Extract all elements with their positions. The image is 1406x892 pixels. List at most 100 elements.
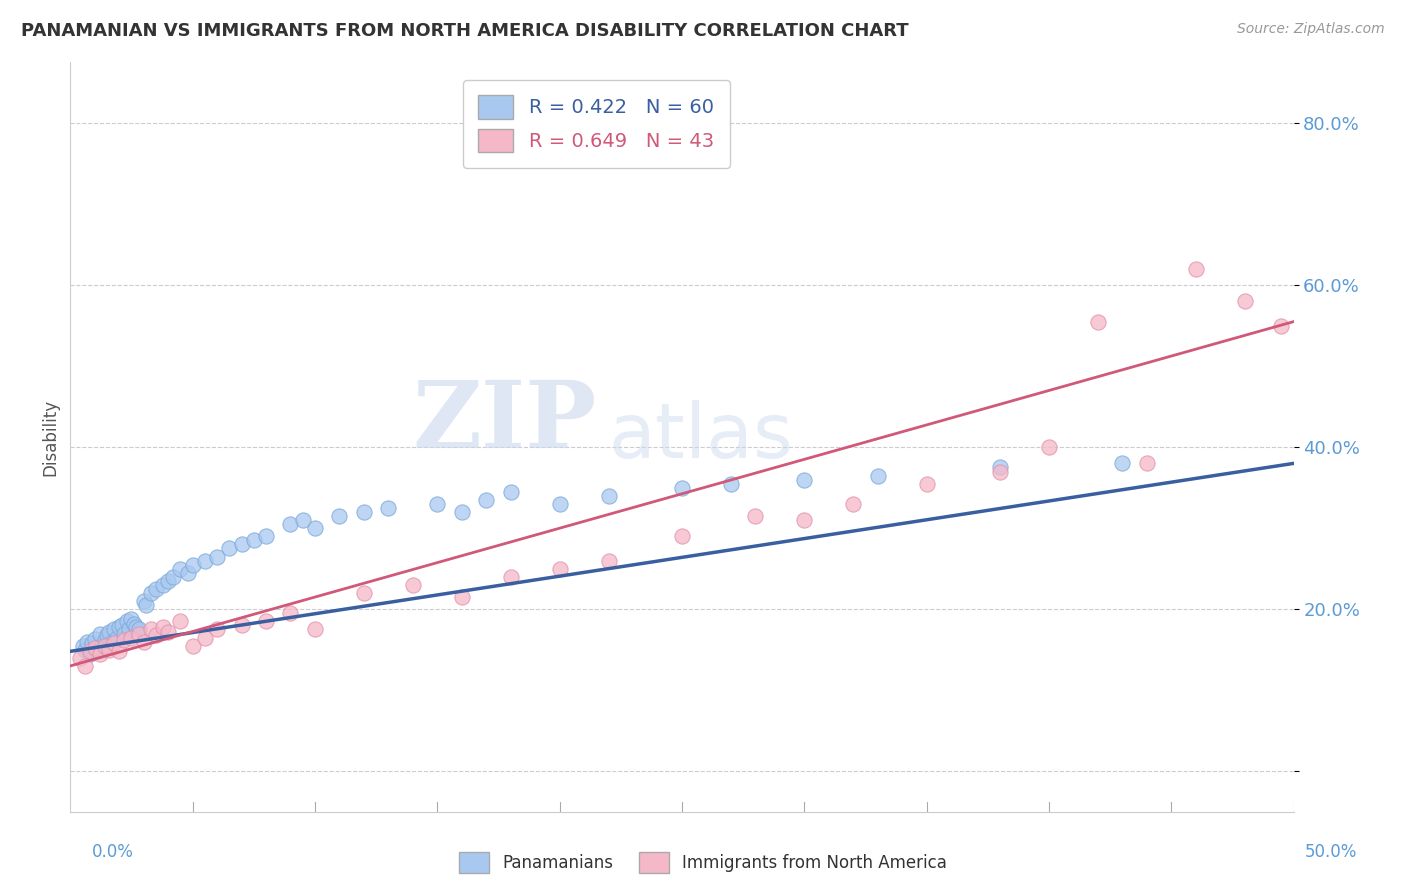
Point	[91, 639, 114, 653]
Point	[108, 644, 131, 658]
Point	[231, 618, 253, 632]
Legend: Panamanians, Immigrants from North America: Panamanians, Immigrants from North Ameri…	[453, 846, 953, 880]
Point	[194, 553, 217, 567]
Point	[254, 615, 277, 629]
Point	[793, 513, 815, 527]
Point	[744, 509, 766, 524]
Point	[548, 497, 571, 511]
Point	[177, 566, 200, 580]
Point	[181, 558, 204, 572]
Point	[125, 620, 148, 634]
Point	[98, 642, 121, 657]
Point	[1270, 318, 1292, 333]
Point	[73, 642, 96, 657]
Point	[98, 624, 121, 639]
Point	[793, 473, 815, 487]
Point	[254, 529, 277, 543]
Point	[169, 562, 191, 576]
Point	[103, 636, 125, 650]
Text: PANAMANIAN VS IMMIGRANTS FROM NORTH AMERICA DISABILITY CORRELATION CHART: PANAMANIAN VS IMMIGRANTS FROM NORTH AMER…	[21, 22, 908, 40]
Point	[291, 513, 314, 527]
Point	[121, 631, 143, 645]
Point	[93, 639, 115, 653]
Point	[1233, 294, 1256, 309]
Point	[304, 521, 326, 535]
Point	[69, 650, 91, 665]
Point	[499, 484, 522, 499]
Point	[475, 492, 498, 507]
Point	[353, 586, 375, 600]
Point	[79, 647, 101, 661]
Point	[181, 639, 204, 653]
Point	[671, 481, 693, 495]
Point	[280, 517, 302, 532]
Text: Source: ZipAtlas.com: Source: ZipAtlas.com	[1237, 22, 1385, 37]
Legend: R = 0.422   N = 60, R = 0.649   N = 43: R = 0.422 N = 60, R = 0.649 N = 43	[463, 79, 730, 168]
Point	[132, 634, 155, 648]
Text: ZIP: ZIP	[412, 377, 596, 467]
Point	[842, 497, 865, 511]
Text: 0.0%: 0.0%	[91, 843, 134, 861]
Point	[243, 533, 266, 548]
Point	[83, 641, 105, 656]
Point	[128, 623, 150, 637]
Point	[218, 541, 240, 556]
Point	[988, 460, 1011, 475]
Point	[169, 615, 191, 629]
Point	[122, 616, 145, 631]
Point	[83, 641, 105, 656]
Point	[135, 598, 157, 612]
Text: 50.0%: 50.0%	[1305, 843, 1357, 861]
Point	[111, 618, 134, 632]
Point	[499, 570, 522, 584]
Point	[101, 634, 124, 648]
Point	[79, 644, 101, 658]
Point	[162, 570, 184, 584]
Point	[152, 620, 174, 634]
Point	[132, 594, 155, 608]
Point	[98, 639, 121, 653]
Point	[82, 636, 104, 650]
Point	[205, 623, 228, 637]
Point	[139, 623, 162, 637]
Point	[83, 632, 105, 647]
Point	[377, 500, 399, 515]
Point	[108, 620, 131, 634]
Point	[548, 562, 571, 576]
Point	[157, 624, 180, 639]
Point	[145, 582, 167, 596]
Point	[105, 631, 128, 645]
Point	[280, 607, 302, 621]
Point	[1136, 457, 1159, 471]
Point	[1038, 440, 1060, 454]
Point	[598, 489, 620, 503]
Point	[1111, 457, 1133, 471]
Point	[426, 497, 449, 511]
Point	[1184, 262, 1206, 277]
Point	[450, 590, 472, 604]
Point	[72, 639, 94, 653]
Point	[450, 505, 472, 519]
Point	[988, 465, 1011, 479]
Point	[671, 529, 693, 543]
Point	[152, 578, 174, 592]
Point	[598, 553, 620, 567]
Point	[112, 632, 135, 647]
Point	[231, 537, 253, 551]
Point	[157, 574, 180, 588]
Point	[96, 628, 118, 642]
Point	[89, 647, 111, 661]
Point	[194, 631, 217, 645]
Point	[402, 578, 425, 592]
Point	[145, 628, 167, 642]
Point	[112, 626, 135, 640]
Point	[328, 509, 350, 524]
Y-axis label: Disability: Disability	[41, 399, 59, 475]
Point	[128, 626, 150, 640]
Point	[866, 468, 889, 483]
Point	[103, 623, 125, 637]
Point	[353, 505, 375, 519]
Text: atlas: atlas	[609, 401, 793, 474]
Point	[115, 615, 138, 629]
Point	[76, 634, 98, 648]
